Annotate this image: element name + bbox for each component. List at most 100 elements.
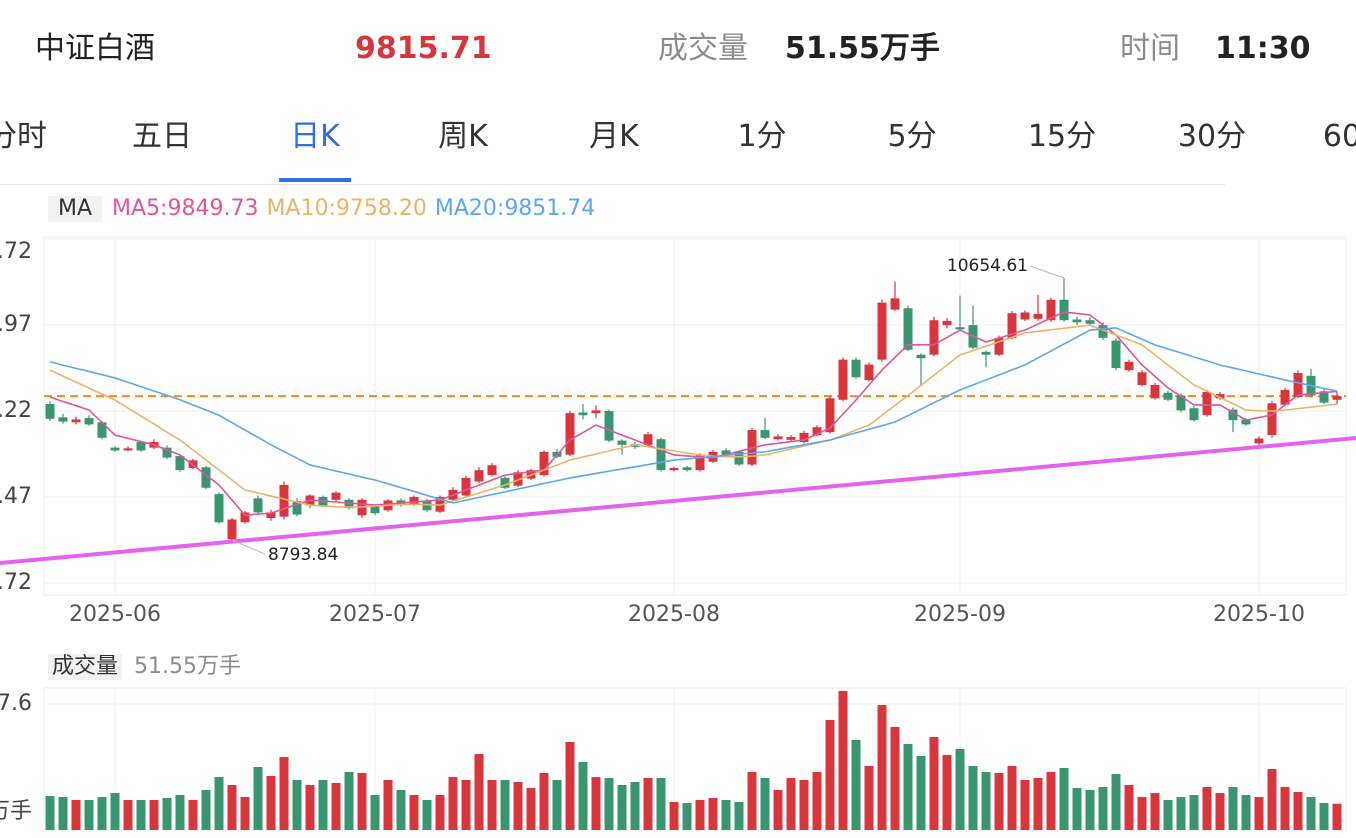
candle-body <box>97 422 107 438</box>
candle-body <box>279 484 289 517</box>
candle-body <box>1072 319 1082 323</box>
volume-bar <box>253 766 263 830</box>
candle-body <box>786 437 796 440</box>
tab[interactable]: 15分 <box>1027 119 1097 154</box>
candle-body <box>240 512 250 523</box>
candle-body <box>916 354 926 359</box>
candle-body <box>1033 313 1043 319</box>
tab[interactable]: 五日 <box>132 119 192 154</box>
volume-bar <box>591 777 601 830</box>
volume-bar <box>630 782 640 830</box>
volume-bar <box>175 794 185 830</box>
volume-bar <box>539 772 549 830</box>
volume-bar <box>487 779 497 830</box>
indicator-label[interactable]: MA <box>48 196 103 222</box>
candle-body <box>1124 361 1134 371</box>
candle-body <box>1228 409 1238 421</box>
volume-bar <box>968 765 978 830</box>
volume-bar <box>981 771 991 830</box>
volume-bar <box>1254 797 1264 830</box>
candle-body <box>1293 373 1303 397</box>
volume-bar <box>448 777 458 830</box>
candle-body <box>994 337 1004 355</box>
volume-bar <box>292 779 302 830</box>
candle-body <box>1189 408 1199 421</box>
x-tick-label: 2025-10 <box>1213 602 1305 627</box>
volume-bar <box>1293 791 1303 830</box>
candle-body <box>1202 392 1212 416</box>
candle-body <box>214 494 224 523</box>
volume-bar <box>565 742 575 830</box>
candle-body <box>162 447 172 458</box>
candle-body <box>344 499 354 509</box>
volume-title[interactable]: 成交量 <box>48 654 123 680</box>
tab[interactable]: 日K <box>279 119 351 182</box>
volume-bar <box>578 762 588 830</box>
candle-body <box>513 472 523 486</box>
volume-bar <box>734 802 744 830</box>
volume-bar <box>409 794 419 830</box>
volume-bar <box>1189 794 1199 830</box>
volume-bar <box>1098 786 1108 830</box>
tab[interactable]: 30分 <box>1177 119 1247 154</box>
volume-bar <box>188 799 198 830</box>
volume-bar <box>656 777 666 830</box>
leader-line <box>1029 265 1065 279</box>
x-tick-label: 2025-08 <box>628 602 720 627</box>
ma-line <box>49 311 1338 517</box>
volume-bar <box>526 788 536 830</box>
tab[interactable]: 5分 <box>887 119 937 154</box>
volume-bar <box>1332 803 1342 830</box>
tab[interactable]: 1分 <box>737 119 787 154</box>
volume-bar <box>357 772 367 830</box>
y-tick-label: 万手 <box>0 799 32 824</box>
candle-body <box>838 359 848 400</box>
volume-bar <box>331 782 341 830</box>
volume-bar <box>864 765 874 830</box>
candle-body <box>1267 403 1277 435</box>
candle-body <box>45 403 55 419</box>
volume-bar <box>45 796 55 830</box>
candle-body <box>1111 340 1121 369</box>
tab[interactable]: 月K <box>589 119 639 154</box>
volume-bar <box>266 775 276 830</box>
candle-body <box>409 496 419 505</box>
candle-body <box>812 427 822 435</box>
x-tick-label: 2025-07 <box>329 602 421 627</box>
volume-bar <box>422 799 432 830</box>
candle-body <box>864 364 874 381</box>
volume-bar <box>1137 797 1147 830</box>
volume-bar <box>149 799 159 830</box>
ma-line <box>49 324 1338 508</box>
volume-bar <box>383 779 393 830</box>
candle-body <box>136 442 146 451</box>
candle-body <box>617 440 627 445</box>
volume-bar <box>799 779 809 830</box>
volume-bar <box>695 799 705 830</box>
candle-body <box>1150 384 1160 399</box>
volume-bar <box>396 789 406 830</box>
candle-body <box>929 320 939 355</box>
tab[interactable]: 周K <box>438 119 488 154</box>
candle-body <box>1280 389 1290 405</box>
tab[interactable]: 60 <box>1322 119 1356 154</box>
candle-body <box>1007 313 1017 338</box>
volume-bar <box>773 789 783 830</box>
candle-body <box>461 477 471 496</box>
volume-bar <box>877 704 887 830</box>
volume-bar <box>929 737 939 830</box>
candle-body <box>773 436 783 440</box>
candle-body <box>227 519 237 540</box>
candle-body <box>1215 394 1225 399</box>
volume-bar <box>318 779 328 830</box>
candle-body <box>266 512 276 519</box>
volume-bar <box>1176 797 1186 830</box>
y-tick-label: .47 <box>0 484 32 509</box>
tab[interactable]: 分时 <box>0 119 47 154</box>
candle-body <box>253 498 263 513</box>
volume-bar <box>1072 788 1082 830</box>
volume-bar <box>604 777 614 830</box>
candle-body <box>1059 299 1069 321</box>
y-tick-label: .22 <box>0 398 32 423</box>
